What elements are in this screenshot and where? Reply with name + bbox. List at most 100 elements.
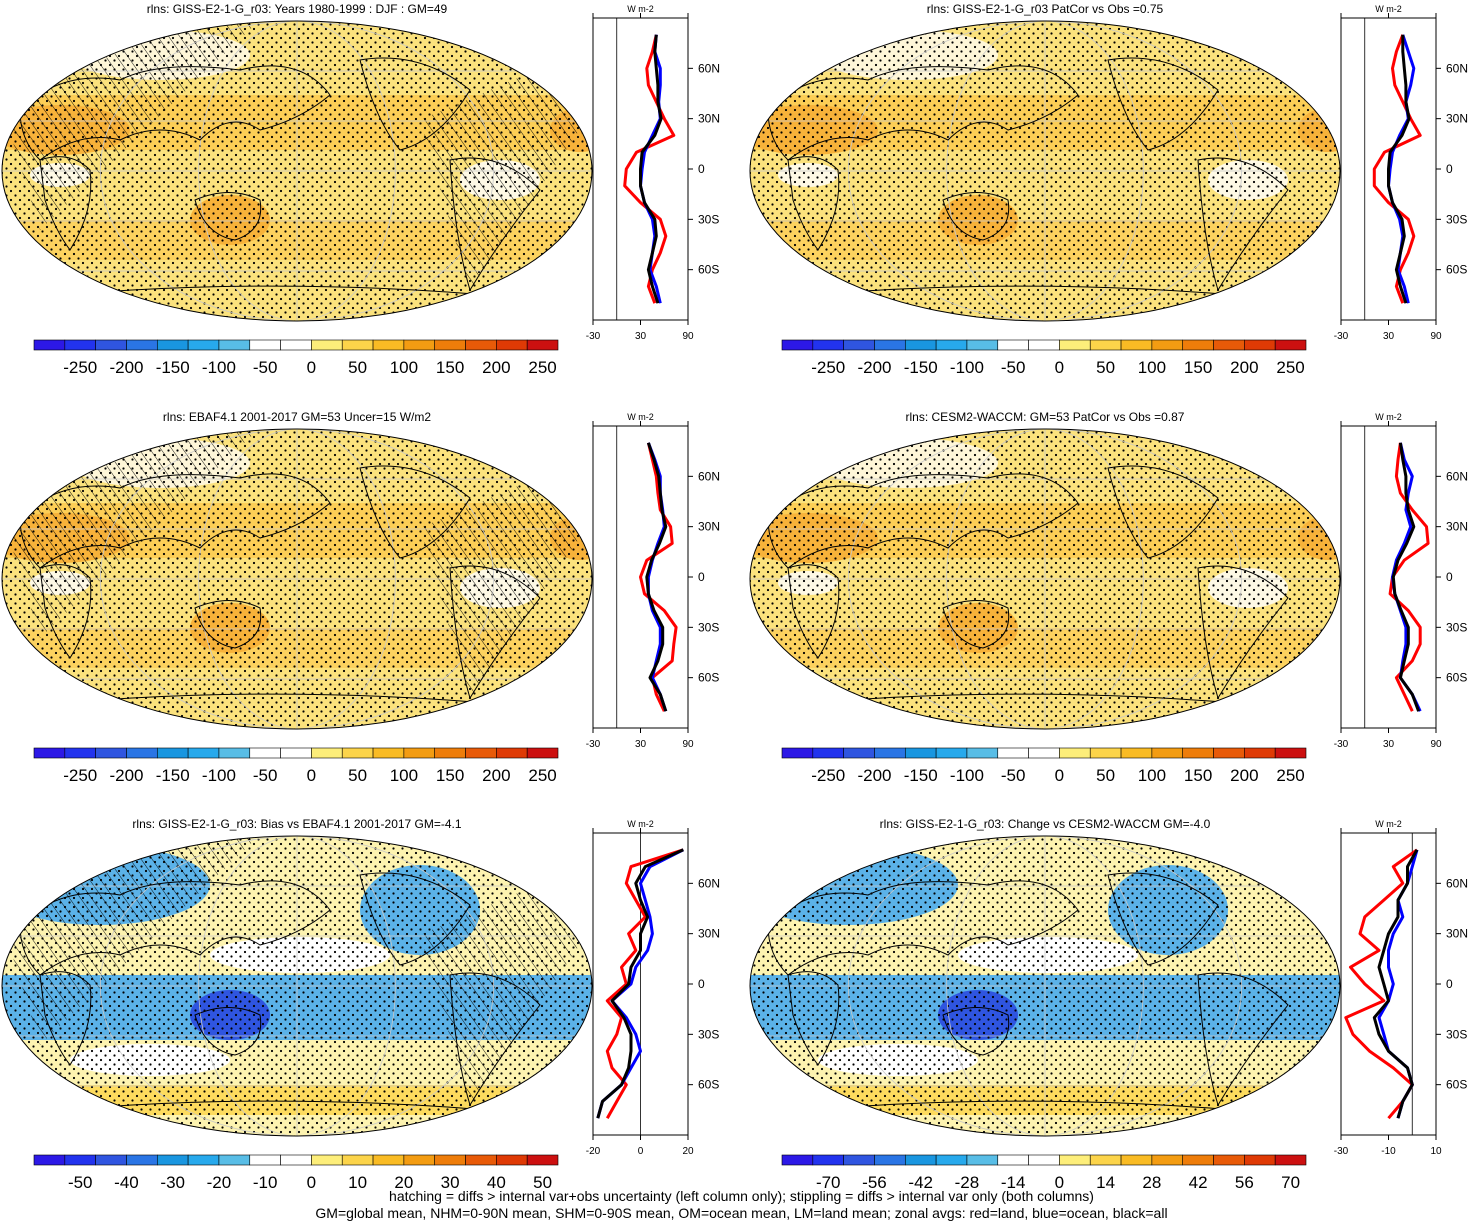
colorbar-swatch: [33, 339, 66, 351]
colorbar-tick-label: 40: [487, 1173, 506, 1192]
colorbar-tick-label: 150: [1184, 766, 1212, 785]
zonal-lat-label: 30N: [698, 520, 720, 534]
colorbar-swatch: [249, 747, 281, 759]
coastline: [19, 880, 331, 976]
colorbar-tick-label: -100: [950, 358, 984, 377]
coastline: [1107, 57, 1219, 151]
colorbar-swatch: [465, 339, 497, 351]
graticule-lon: [1044, 836, 1242, 1136]
colorbar-swatch: [1059, 339, 1091, 351]
footer-note-hatching: hatching = diffs > internal var+obs unce…: [389, 1188, 1094, 1204]
colorbar-swatch: [156, 747, 189, 759]
zonal-series-line: [1372, 849, 1419, 1119]
stippling: [750, 21, 1340, 321]
graticule-lon: [198, 21, 298, 321]
graticule-lon: [946, 429, 1046, 729]
graticule-lon: [100, 836, 298, 1136]
colorbar-tick-label: 100: [390, 358, 418, 377]
zonal-lat-label: 0: [698, 977, 705, 991]
zonal-series-line: [639, 442, 678, 712]
map-field: [750, 21, 1340, 321]
colorbar-tick-label: 100: [1138, 358, 1166, 377]
map-field: [2, 21, 592, 321]
colorbar-swatch: [156, 339, 189, 351]
coastline: [359, 57, 471, 151]
zonal-lat-label: 30S: [1446, 1027, 1467, 1041]
panel-title: rlns: EBAF4.1 2001-2017 GM=53 Uncer=15 W…: [163, 410, 431, 424]
zonal-lat-label: 60S: [1446, 671, 1467, 685]
zonal-lat-label: 60S: [698, 1078, 719, 1092]
graticule-lon: [848, 836, 1046, 1136]
colorbar-tick-label: 250: [528, 358, 556, 377]
colorbar-swatch: [904, 1154, 937, 1166]
colorbar-tick-label: -200: [857, 358, 891, 377]
panel-3: rlns: EBAF4.1 2001-2017 GM=53 Uncer=15 W…: [1, 410, 720, 785]
colorbar-tick-label: -250: [811, 358, 845, 377]
colorbar-swatch: [1089, 339, 1122, 351]
graticule-lon: [100, 21, 298, 321]
hatching: [2, 836, 260, 1045]
graticule-lon: [198, 429, 298, 729]
zonal-lat-label: 60S: [1446, 1078, 1467, 1092]
coastline: [767, 473, 1079, 569]
colorbar-tick-label: -100: [202, 766, 236, 785]
panel-title: rlns: GISS-E2-1-G_r03: Change vs CESM2-W…: [880, 817, 1211, 831]
colorbar-tick-label: -20: [207, 1173, 232, 1192]
colorbar-swatch: [997, 1154, 1029, 1166]
colorbar-swatch: [1028, 747, 1060, 759]
zonal-mean-plot: -30 30 90 W m-2 60N 30N 0 30S 60S: [586, 4, 720, 342]
colorbar-swatch: [341, 339, 374, 351]
colorbar-tick-label: -100: [202, 358, 236, 377]
colorbar-swatch: [95, 1154, 127, 1166]
zonal-series-line: [605, 848, 684, 1119]
zonal-series-line: [645, 442, 668, 712]
zonal-lat-label: 60S: [698, 263, 719, 277]
colorbar-swatch: [311, 1154, 343, 1166]
colorbar-swatch: [95, 339, 127, 351]
colorbar-swatch: [126, 1154, 158, 1166]
zonal-x-tick-label: 20: [682, 1146, 694, 1157]
colorbar-swatch: [1028, 1154, 1060, 1166]
coastline: [449, 565, 541, 700]
coastline: [787, 156, 840, 251]
colorbar-swatch: [33, 747, 66, 759]
colorbar-swatch: [1182, 747, 1214, 759]
zonal-x-tick-label: 10: [1430, 1146, 1442, 1157]
zonal-x-tick-label: -30: [1334, 1146, 1349, 1157]
graticule-lon: [296, 836, 494, 1136]
map-outline: [749, 835, 1341, 1137]
graticule-lon: [1044, 21, 1242, 321]
colorbar-tick-label: 250: [1276, 358, 1304, 377]
colorbar-swatch: [434, 1154, 466, 1166]
colorbar-tick-label: 50: [1096, 766, 1115, 785]
colorbar-swatch: [64, 339, 96, 351]
colorbar-tick-label: -200: [109, 358, 143, 377]
coastline: [194, 600, 262, 649]
zonal-lat-label: 30N: [698, 927, 720, 941]
colorbar-tick-label: -250: [63, 766, 97, 785]
zonal-unit-label: W m-2: [627, 412, 654, 422]
colorbar-swatch: [249, 339, 281, 351]
colorbar-swatch: [1120, 1154, 1153, 1166]
colorbar-tick-label: 50: [348, 358, 367, 377]
colorbar-swatch: [496, 339, 528, 351]
colorbar-tick-label: -10: [253, 1173, 278, 1192]
zonal-series-line: [1387, 34, 1411, 304]
colorbar-tick-label: 42: [1189, 1173, 1208, 1192]
colorbar-swatch: [126, 747, 158, 759]
colorbar-tick-label: 150: [436, 766, 464, 785]
colorbar-tick-label: 150: [436, 358, 464, 377]
zonal-lat-label: 60N: [698, 469, 720, 483]
panel-2: rlns: GISS-E2-1-G_r03 PatCor vs Obs =0.7…: [749, 2, 1468, 377]
colorbar-swatch: [781, 339, 814, 351]
zonal-lat-label: 0: [1446, 162, 1453, 176]
colorbar-swatch: [341, 747, 374, 759]
colorbar-swatch: [526, 747, 559, 759]
graticule-lon: [296, 21, 494, 321]
graticule-lon: [296, 21, 396, 321]
zonal-x-tick-label: 30: [635, 739, 647, 750]
colorbar-swatch: [496, 747, 528, 759]
zonal-x-tick-label: -30: [586, 331, 601, 342]
coastline: [449, 157, 541, 292]
colorbar-swatch: [781, 747, 814, 759]
